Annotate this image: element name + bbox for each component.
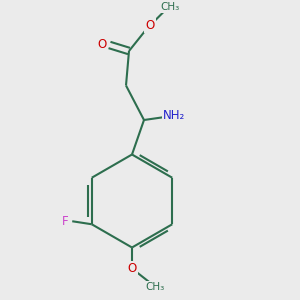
Text: O: O bbox=[98, 38, 106, 52]
Text: O: O bbox=[146, 19, 154, 32]
Text: O: O bbox=[128, 262, 136, 275]
Text: CH₃: CH₃ bbox=[145, 281, 164, 292]
Text: F: F bbox=[61, 215, 68, 228]
Text: NH₂: NH₂ bbox=[163, 109, 185, 122]
Text: CH₃: CH₃ bbox=[160, 2, 179, 13]
